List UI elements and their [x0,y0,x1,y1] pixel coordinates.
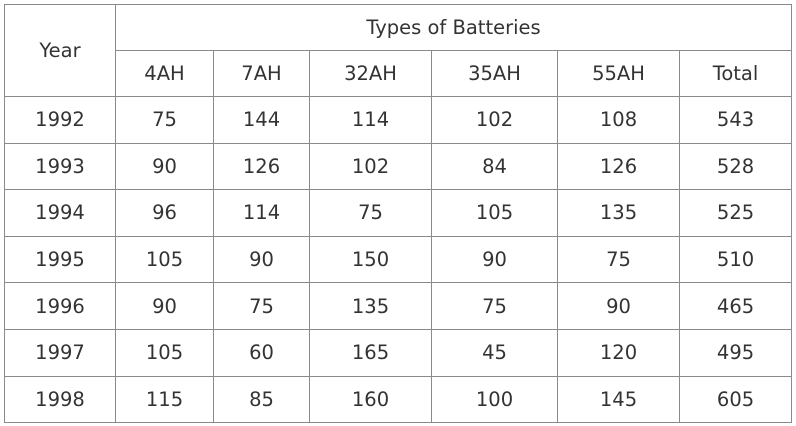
cell-7ah: 126 [213,142,310,191]
cell-35ah: 102 [431,96,558,144]
table-row: 1996 90 75 135 75 90 465 [4,282,793,330]
cell-total: 605 [678,375,793,424]
cell-35ah: 75 [431,282,558,330]
column-header-32ah: 32AH [309,50,432,97]
table-row: 1995 105 90 150 90 75 510 [4,235,793,284]
cell-total: 510 [678,235,793,284]
column-header-35ah: 35AH [431,50,558,97]
cell-32ah: 165 [309,328,432,377]
battery-types-header: Types of Batteries [114,4,793,51]
cell-4ah: 115 [115,375,214,424]
cell-total: 465 [678,282,793,330]
cell-35ah: 45 [431,328,558,377]
cell-35ah: 90 [431,235,558,284]
column-header-7ah: 7AH [213,50,310,97]
cell-55ah: 75 [557,235,680,284]
cell-55ah: 135 [557,189,680,237]
cell-4ah: 90 [115,142,214,191]
column-header-55ah: 55AH [557,50,680,97]
cell-7ah: 60 [213,328,310,377]
cell-32ah: 114 [309,96,432,144]
column-header-total: Total [678,50,793,97]
battery-sales-table: Year Types of Batteries 4AH 7AH 32AH 35A… [4,4,793,424]
year-cell: 1992 [4,96,116,144]
header-row-columns: 4AH 7AH 32AH 35AH 55AH Total [5,50,793,97]
cell-35ah: 105 [431,189,558,237]
cell-35ah: 84 [431,142,558,191]
cell-total: 543 [678,96,793,144]
cell-7ah: 85 [213,375,310,424]
cell-55ah: 120 [557,328,680,377]
cell-4ah: 96 [115,189,214,237]
cell-55ah: 90 [557,282,680,330]
cell-32ah: 160 [309,375,432,424]
cell-7ah: 144 [213,96,310,144]
cell-55ah: 108 [557,96,680,144]
year-cell: 1996 [4,282,116,330]
cell-4ah: 105 [115,328,214,377]
year-cell: 1995 [4,235,116,284]
cell-55ah: 126 [557,142,680,191]
cell-7ah: 114 [213,189,310,237]
cell-total: 525 [678,189,793,237]
table-row: 1992 75 144 114 102 108 543 [4,96,793,144]
cell-32ah: 135 [309,282,432,330]
year-header: Year [4,4,116,97]
table-row: 1997 105 60 165 45 120 495 [4,328,793,377]
cell-4ah: 105 [115,235,214,284]
year-cell: 1994 [4,189,116,237]
cell-32ah: 150 [309,235,432,284]
cell-total: 528 [678,142,793,191]
cell-32ah: 102 [309,142,432,191]
cell-7ah: 90 [213,235,310,284]
table-row: 1998 115 85 160 100 145 605 [4,375,793,424]
header-row-group: Year Types of Batteries [4,4,793,97]
year-cell: 1997 [4,328,116,377]
year-cell: 1993 [4,142,116,191]
column-header-4ah: 4AH [115,50,214,97]
cell-4ah: 75 [115,96,214,144]
cell-4ah: 90 [115,282,214,330]
table-body: 1992 75 144 114 102 108 543 1993 90 126 102 84 126 52… [4,96,793,424]
cell-total: 495 [678,328,793,377]
year-cell: 1998 [4,375,116,424]
cell-55ah: 145 [557,375,680,424]
cell-32ah: 75 [309,189,432,237]
cell-7ah: 75 [213,282,310,330]
table-row: 1993 90 126 102 84 126 528 [4,142,793,191]
cell-35ah: 100 [431,375,558,424]
table-row: 1994 96 114 75 105 135 525 [4,189,793,237]
